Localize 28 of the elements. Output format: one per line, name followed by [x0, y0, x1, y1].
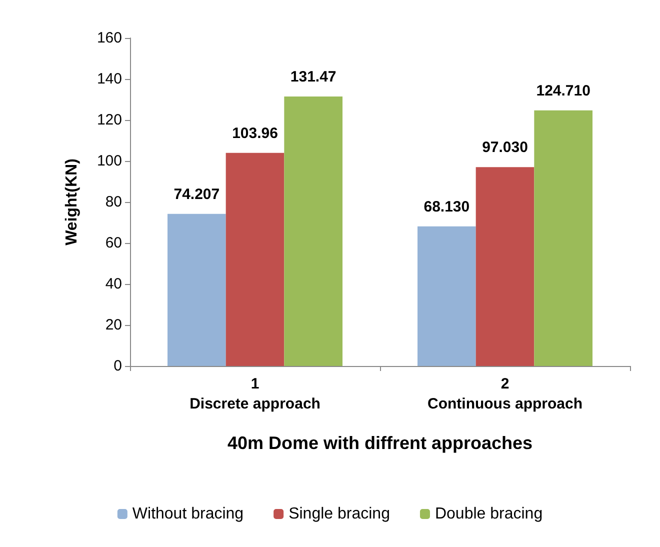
y-tick-label: 120	[96, 112, 122, 128]
y-tick-label: 0	[114, 358, 122, 374]
data-label: 68.130	[424, 198, 470, 216]
y-tick-label: 100	[96, 152, 122, 170]
data-label: 103.96	[232, 124, 278, 142]
y-tick-label: 160	[96, 30, 122, 46]
x-tick-label: 2 Continuous approach	[428, 376, 582, 412]
y-axis-title: Weight(KN)	[64, 158, 80, 246]
y-tick-label: 140	[96, 70, 122, 88]
y-tick-label: 80	[105, 194, 122, 210]
bar	[226, 152, 284, 366]
data-label: 131.47	[290, 68, 336, 86]
bar	[476, 167, 534, 366]
bar	[418, 226, 476, 366]
x-axis-title: 40m Dome with diffrent approaches	[227, 433, 533, 453]
legend-label: Single bracing	[288, 506, 390, 522]
y-tick-label: 60	[105, 234, 122, 252]
data-label: 74.207	[174, 186, 220, 203]
legend-label: Double bracing	[434, 506, 543, 522]
legend-label: Without bracing	[132, 506, 244, 522]
bar	[168, 214, 226, 366]
y-tick-label: 40	[105, 276, 122, 292]
data-label: 97.030	[482, 139, 528, 156]
bar	[534, 110, 592, 366]
x-tick-label: 1 Discrete approach	[190, 376, 320, 412]
data-label: 124.710	[536, 82, 590, 100]
bar	[284, 96, 342, 366]
y-tick-label: 20	[105, 316, 122, 334]
